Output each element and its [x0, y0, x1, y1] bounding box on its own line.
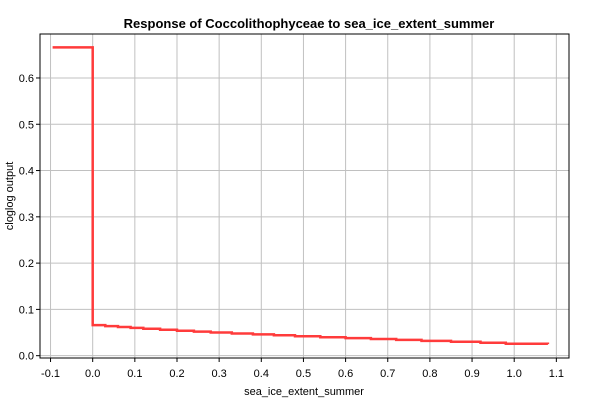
x-tick-label: 0.0 — [85, 368, 100, 380]
grid — [40, 34, 569, 358]
y-tick-label: 0.2 — [19, 258, 34, 270]
x-tick-label: 0.1 — [127, 368, 142, 380]
y-tick-label: 0.4 — [19, 166, 34, 178]
x-tick-label: 0.5 — [296, 368, 311, 380]
x-tick-label: 1.0 — [507, 368, 522, 380]
x-tick-label: 0.9 — [464, 368, 479, 380]
y-tick-label: 0.6 — [19, 73, 34, 85]
plot-frame — [39, 33, 570, 359]
y-tick-label: 0.3 — [19, 212, 34, 224]
x-tick-label: 1.1 — [549, 368, 564, 380]
chart-title: Response of Coccolithophyceae to sea_ice… — [124, 16, 495, 31]
x-tick-label: 0.4 — [254, 368, 269, 380]
y-axis: 0.0 0.1 0.2 0.3 0.4 0.5 0.6 — [19, 73, 40, 363]
y-tick-label: 0.5 — [19, 119, 34, 131]
x-axis-label: sea_ice_extent_summer — [244, 386, 364, 398]
x-tick-label: -0.1 — [41, 368, 60, 380]
y-tick-label: 0.1 — [19, 304, 34, 316]
y-tick-label: 0.0 — [19, 351, 34, 363]
x-tick-label: 0.7 — [380, 368, 395, 380]
x-tick-label: 0.2 — [169, 368, 184, 380]
x-tick-label: 0.8 — [422, 368, 437, 380]
series-layer — [52, 46, 550, 345]
x-tick-label: 0.3 — [211, 368, 226, 380]
y-axis-label: cloglog output — [4, 162, 16, 231]
response-curve — [52, 46, 550, 345]
x-tick-label: 0.6 — [338, 368, 353, 380]
x-axis: -0.1 0.0 0.1 0.2 0.3 0.4 0.5 0.6 0.7 0.8 0.9 1.0 1.1 — [41, 358, 564, 380]
